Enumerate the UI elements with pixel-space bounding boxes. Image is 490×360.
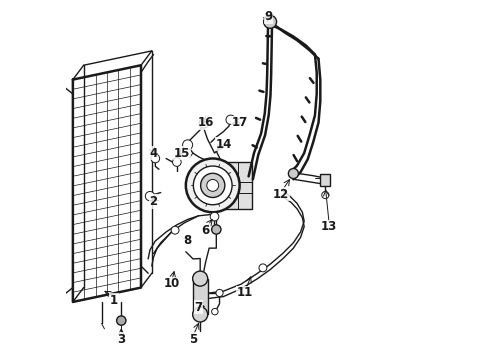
Text: 15: 15 (174, 147, 191, 159)
Bar (320, 174, 330, 186)
Text: 4: 4 (149, 147, 158, 159)
Text: 10: 10 (163, 278, 180, 291)
Text: 2: 2 (149, 195, 158, 208)
Circle shape (207, 180, 219, 191)
Circle shape (171, 226, 179, 234)
Circle shape (193, 271, 208, 286)
Circle shape (259, 264, 267, 272)
Text: 1: 1 (110, 294, 118, 307)
Circle shape (183, 140, 193, 150)
Text: 6: 6 (201, 224, 210, 237)
Text: 9: 9 (264, 10, 272, 23)
Circle shape (289, 168, 298, 179)
Circle shape (117, 316, 126, 325)
Circle shape (194, 166, 232, 205)
Circle shape (212, 225, 221, 234)
Bar (193, 279, 208, 315)
Circle shape (210, 212, 219, 221)
Bar (216, 162, 252, 209)
Circle shape (212, 309, 218, 315)
Text: 8: 8 (183, 234, 192, 247)
Circle shape (172, 158, 181, 166)
Circle shape (216, 289, 223, 297)
Circle shape (322, 192, 329, 199)
Text: 5: 5 (189, 333, 197, 346)
Circle shape (264, 15, 276, 28)
Circle shape (151, 154, 160, 163)
Circle shape (200, 173, 225, 198)
Text: 3: 3 (117, 333, 125, 346)
Text: 12: 12 (273, 188, 289, 201)
Circle shape (146, 192, 155, 201)
Circle shape (193, 307, 208, 322)
Text: 7: 7 (195, 301, 202, 314)
Text: 13: 13 (321, 220, 338, 233)
Text: 11: 11 (237, 287, 253, 300)
Text: 14: 14 (215, 138, 232, 150)
Circle shape (186, 158, 240, 212)
Text: 16: 16 (197, 116, 214, 129)
Text: 17: 17 (231, 116, 248, 129)
Circle shape (226, 115, 235, 125)
Circle shape (199, 119, 208, 128)
